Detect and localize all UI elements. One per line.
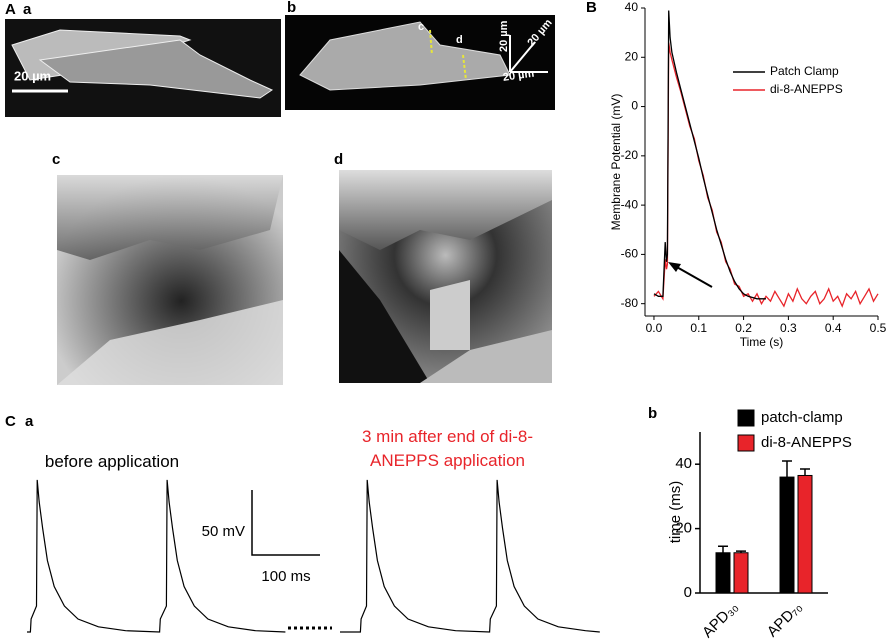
legend-label: di-8-ANEPPS — [761, 434, 852, 451]
texture — [339, 250, 430, 383]
error-bar — [800, 468, 810, 476]
x-tick-label: APD₃₀ — [699, 599, 742, 642]
x-tick-label: APD₇₀ — [764, 599, 806, 641]
panel-label: d — [334, 151, 343, 168]
annotation-arrow — [674, 265, 713, 288]
error-bar — [782, 460, 792, 478]
section-line — [462, 54, 467, 81]
image-text: 20 µm — [498, 20, 510, 52]
trace — [340, 479, 600, 633]
y-tick-label: 40 — [675, 455, 692, 472]
y-tick-label: 40 — [625, 0, 639, 14]
axes-arrows — [509, 35, 548, 73]
cell-shape — [299, 21, 511, 91]
y-tick-label: 20 — [675, 520, 692, 537]
legend-swatch — [737, 434, 755, 452]
scale-bar — [251, 490, 320, 556]
y-tick-label: -40 — [621, 197, 639, 211]
bar — [779, 476, 795, 594]
x-tick-label: 0.1 — [690, 321, 707, 335]
texture — [339, 170, 552, 250]
legend-label: Patch Clamp — [770, 64, 839, 78]
y-tick-label: 20 — [625, 49, 639, 63]
x-tick-label: 0.3 — [780, 321, 797, 335]
y-tick-label: 0 — [684, 584, 692, 601]
x-tick-label: 0.2 — [735, 321, 752, 335]
legend-label: patch-clamp — [761, 409, 843, 426]
legend-swatch — [737, 409, 755, 427]
image-text: d — [456, 34, 463, 46]
error-bar — [718, 545, 728, 553]
y-tick-label: -20 — [621, 148, 639, 162]
texture — [420, 330, 552, 383]
bar — [733, 552, 749, 594]
panel-label: b — [648, 405, 657, 422]
bar — [797, 474, 813, 594]
y-tick-label: -60 — [621, 247, 639, 261]
panel-label: a — [23, 1, 32, 18]
legend-label: di-8-ANEPPS — [770, 82, 843, 96]
y-tick-label: -80 — [621, 296, 639, 310]
image-text: c — [418, 21, 424, 33]
panel-label: b — [287, 0, 296, 16]
image-text: 20 µm — [502, 68, 535, 84]
texture — [57, 300, 283, 385]
arrow-head — [668, 262, 681, 272]
panel-label: c — [52, 151, 60, 168]
panel-label: C — [5, 413, 16, 430]
texture — [430, 280, 470, 350]
line-series — [653, 42, 879, 308]
texture — [57, 175, 283, 260]
panel-label: a — [25, 413, 34, 430]
scale-label: 50 mV — [202, 523, 245, 540]
trace — [27, 479, 286, 633]
error-bar — [736, 550, 746, 553]
y-tick-label: 0 — [631, 99, 638, 113]
scale-label: 100 ms — [261, 568, 310, 585]
y-axis-label: time (ms) — [667, 481, 684, 544]
y-axis-label: Membrane Potential (mV) — [609, 94, 623, 231]
image-text: 20 µm — [14, 68, 51, 83]
x-tick-label: 0.4 — [825, 321, 842, 335]
x-tick-label: 0.0 — [646, 321, 663, 335]
line-series — [653, 10, 766, 300]
trace-label: 3 min after end of di-8-ANEPPS applicati… — [361, 427, 534, 470]
trace-label: before application — [44, 452, 180, 471]
x-axis-label: Time (s) — [740, 335, 784, 349]
panel-label: B — [586, 0, 597, 16]
bar — [715, 552, 731, 594]
x-tick-label: 0.5 — [870, 321, 886, 335]
cell-shape — [38, 39, 274, 99]
section-line — [429, 29, 433, 56]
panel-label: A — [5, 1, 16, 18]
